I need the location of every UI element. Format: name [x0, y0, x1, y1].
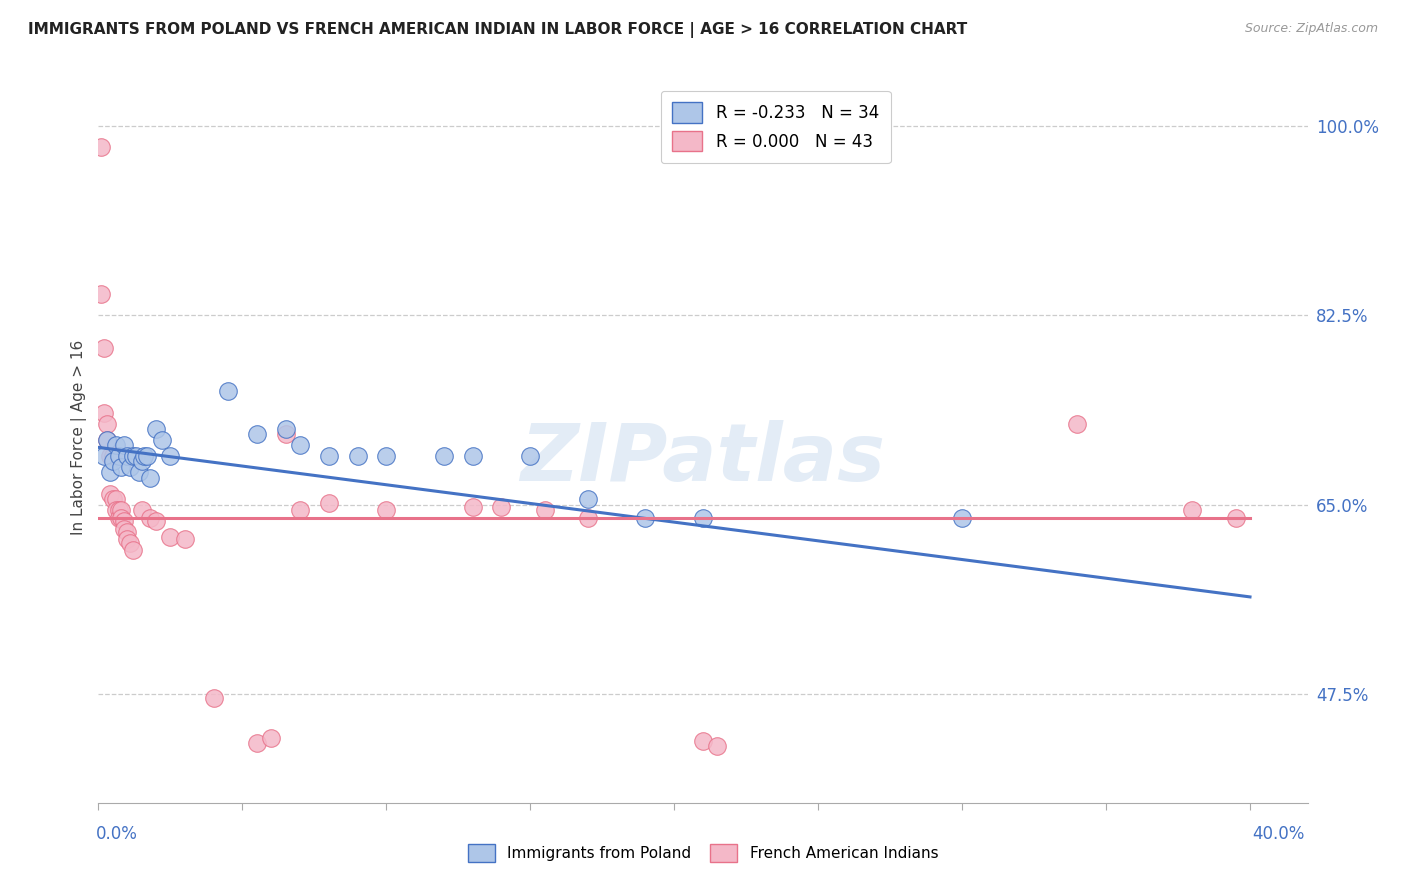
Point	[112, 514, 135, 528]
Point	[107, 511, 129, 525]
Point	[318, 495, 340, 509]
Text: ZIPatlas: ZIPatlas	[520, 420, 886, 498]
Point	[120, 535, 142, 549]
Point	[491, 500, 513, 514]
Point	[90, 140, 112, 154]
Point	[576, 492, 599, 507]
Point	[145, 422, 167, 436]
Point	[115, 524, 138, 539]
Point	[96, 433, 118, 447]
Point	[145, 514, 167, 528]
Point	[98, 449, 121, 463]
Point	[104, 492, 127, 507]
Point	[150, 433, 173, 447]
Point	[288, 438, 311, 452]
Point	[274, 427, 297, 442]
Point	[136, 449, 159, 463]
Point	[115, 533, 138, 547]
Point	[246, 427, 269, 442]
Point	[950, 511, 973, 525]
Point	[115, 449, 138, 463]
Point	[706, 739, 728, 754]
Point	[104, 503, 127, 517]
Point	[93, 341, 115, 355]
Point	[375, 503, 398, 517]
Point	[93, 449, 115, 463]
Point	[159, 449, 181, 463]
Legend: Immigrants from Poland, French American Indians: Immigrants from Poland, French American …	[461, 838, 945, 868]
Point	[202, 690, 225, 705]
Point	[533, 503, 555, 517]
Y-axis label: In Labor Force | Age > 16: In Labor Force | Age > 16	[72, 340, 87, 534]
Point	[90, 286, 112, 301]
Point	[274, 422, 297, 436]
Point	[139, 511, 162, 525]
Point	[110, 503, 132, 517]
Point	[112, 438, 135, 452]
Point	[692, 734, 714, 748]
Point	[1181, 503, 1204, 517]
Point	[96, 433, 118, 447]
Point	[120, 459, 142, 474]
Text: Source: ZipAtlas.com: Source: ZipAtlas.com	[1244, 22, 1378, 36]
Point	[318, 449, 340, 463]
Point	[104, 438, 127, 452]
Point	[375, 449, 398, 463]
Point	[519, 449, 541, 463]
Point	[125, 449, 148, 463]
Point	[461, 500, 484, 514]
Point	[101, 492, 124, 507]
Point	[107, 503, 129, 517]
Point	[159, 530, 181, 544]
Point	[110, 511, 132, 525]
Point	[131, 503, 153, 517]
Point	[107, 449, 129, 463]
Point	[576, 511, 599, 525]
Point	[110, 459, 132, 474]
Point	[98, 465, 121, 479]
Point	[288, 503, 311, 517]
Point	[246, 736, 269, 750]
Point	[634, 511, 657, 525]
Point	[346, 449, 368, 463]
Point	[128, 465, 150, 479]
Point	[139, 471, 162, 485]
Point	[98, 487, 121, 501]
Point	[131, 454, 153, 468]
Text: IMMIGRANTS FROM POLAND VS FRENCH AMERICAN INDIAN IN LABOR FORCE | AGE > 16 CORRE: IMMIGRANTS FROM POLAND VS FRENCH AMERICA…	[28, 22, 967, 38]
Point	[433, 449, 456, 463]
Point	[173, 533, 195, 547]
Point	[461, 449, 484, 463]
Point	[101, 449, 124, 463]
Legend: R = -0.233   N = 34, R = 0.000   N = 43: R = -0.233 N = 34, R = 0.000 N = 43	[661, 91, 890, 163]
Point	[134, 449, 156, 463]
Point	[122, 449, 145, 463]
Point	[692, 511, 714, 525]
Text: 40.0%: 40.0%	[1253, 825, 1305, 843]
Point	[93, 406, 115, 420]
Point	[1066, 417, 1088, 431]
Point	[96, 417, 118, 431]
Point	[122, 543, 145, 558]
Point	[101, 454, 124, 468]
Point	[217, 384, 239, 398]
Point	[112, 522, 135, 536]
Point	[1225, 511, 1247, 525]
Point	[260, 731, 283, 745]
Text: 0.0%: 0.0%	[96, 825, 138, 843]
